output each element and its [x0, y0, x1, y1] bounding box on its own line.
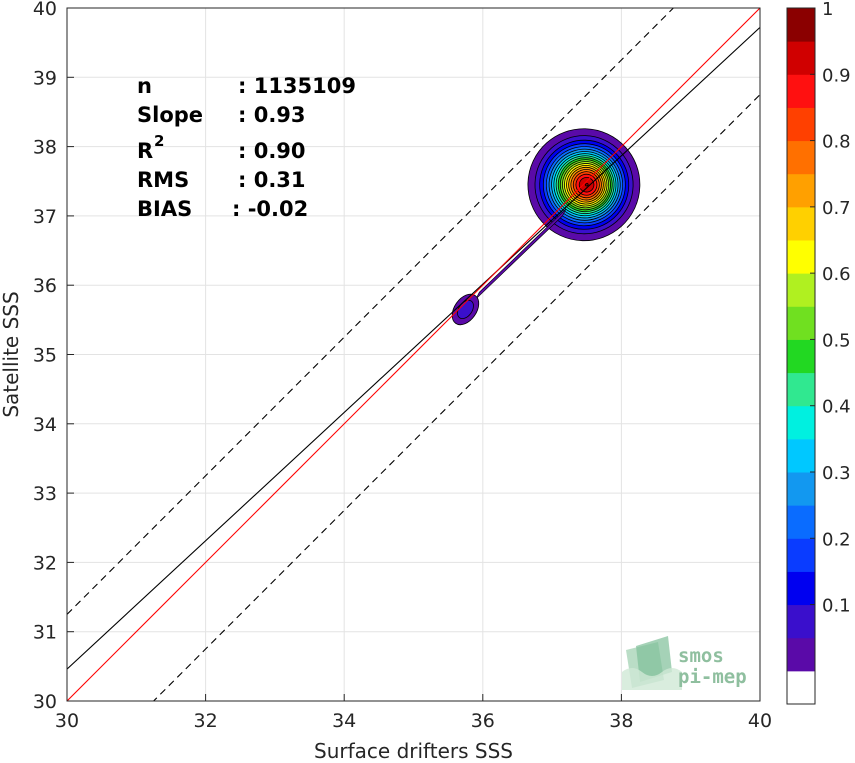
colorbar-swatch — [787, 637, 815, 672]
stat-r2-value: : 0.90 — [238, 139, 306, 163]
lower-bound-line — [152, 94, 760, 701]
y-tick-label: 38 — [33, 137, 57, 159]
y-tick-label: 31 — [33, 622, 57, 644]
logo-waves-icon — [622, 636, 682, 690]
colorbar-swatch — [787, 538, 815, 572]
stat-n-label: n — [137, 74, 152, 98]
x-tick-label: 36 — [471, 710, 495, 732]
colorbar-swatch — [787, 273, 815, 307]
stat-r2-superscript: 2 — [154, 132, 164, 150]
colorbar-tick-label: 0.3 — [822, 463, 851, 484]
identity-line — [67, 8, 760, 701]
colorbar-swatch — [787, 438, 815, 473]
stat-bias-label: BIAS — [137, 197, 192, 221]
x-tick-label: 30 — [55, 710, 79, 732]
stat-rms-value: : 0.31 — [238, 168, 306, 192]
y-axis-ticks: 30 31 32 33 34 35 36 37 38 39 40 — [33, 0, 74, 713]
colorbar-tick-label: 1 — [822, 0, 833, 20]
colorbar-tick-label: 0.4 — [822, 397, 851, 418]
fit-line — [67, 27, 760, 670]
y-tick-label: 32 — [33, 552, 57, 574]
stat-rms-label: RMS — [137, 168, 189, 192]
x-axis-label: Surface drifters SSS — [314, 739, 513, 763]
stat-n-value: : 1135109 — [238, 74, 356, 98]
stat-slope-label: Slope — [137, 103, 203, 127]
stat-slope-value: : 0.93 — [238, 103, 306, 127]
colorbar-tick-label: 0.6 — [822, 264, 851, 285]
colorbar-swatch — [787, 571, 815, 606]
colorbar-swatch — [787, 472, 815, 506]
colorbar-swatch — [787, 372, 815, 407]
y-tick-label: 37 — [33, 206, 57, 228]
x-tick-label: 34 — [332, 710, 356, 732]
colorbar-swatch — [787, 405, 815, 440]
colorbar-swatch — [787, 74, 815, 108]
y-tick-label: 34 — [33, 414, 57, 436]
colorbar-swatch — [787, 8, 815, 42]
colorbar-swatch — [787, 107, 815, 142]
contour-level-20 — [584, 183, 589, 187]
colorbar-swatch — [787, 206, 815, 241]
smos-pi-mep-logo: smos pi-mep — [622, 636, 747, 690]
colorbar-swatch — [787, 505, 815, 539]
colorbar-tick-label: 0.2 — [822, 529, 851, 550]
colorbar-tick-label: 0.9 — [822, 65, 851, 86]
colorbar-frame — [786, 7, 816, 705]
y-tick-label: 39 — [33, 67, 57, 89]
y-tick-label: 35 — [33, 345, 57, 367]
y-tick-label: 36 — [33, 275, 57, 297]
colorbar-swatch — [787, 306, 815, 340]
colorbar-swatch — [787, 670, 815, 705]
logo-text-pi-mep: pi-mep — [678, 666, 747, 688]
stat-r2-label: R — [137, 139, 153, 163]
logo-text-smos: smos — [678, 645, 724, 667]
colorbar-tick-label: 0.1 — [822, 596, 851, 617]
colorbar-swatch — [787, 140, 815, 175]
colorbar-swatch — [787, 240, 815, 274]
y-tick-label: 33 — [33, 483, 57, 505]
colorbar: 0.1 0.2 0.3 0.4 0.5 0.6 0.7 0.8 0.9 1 — [786, 0, 851, 705]
statistics-block: n : 1135109 Slope : 0.93 R 2 : 0.90 RMS … — [137, 74, 356, 221]
y-tick-label: 30 — [33, 691, 57, 713]
colorbar-swatch — [787, 173, 815, 208]
colorbar-tick-label: 0.5 — [822, 330, 851, 351]
colorbar-swatch — [787, 604, 815, 639]
upper-bound-line — [67, 8, 675, 615]
y-tick-label: 40 — [33, 0, 57, 20]
colorbar-tick-label: 0.8 — [822, 132, 851, 153]
colorbar-swatch — [787, 339, 815, 374]
reference-lines — [67, 8, 760, 701]
colorbar-swatch — [787, 41, 815, 75]
density-ridge — [475, 208, 567, 300]
x-tick-label: 32 — [194, 710, 218, 732]
x-tick-label: 38 — [609, 710, 633, 732]
y-axis-label: Satellite SSS — [0, 291, 23, 417]
colorbar-tick-label: 0.7 — [822, 198, 851, 219]
stat-bias-value: : -0.02 — [232, 197, 308, 221]
x-axis-ticks: 30 32 34 36 38 40 — [55, 694, 772, 732]
x-tick-label: 40 — [748, 710, 772, 732]
